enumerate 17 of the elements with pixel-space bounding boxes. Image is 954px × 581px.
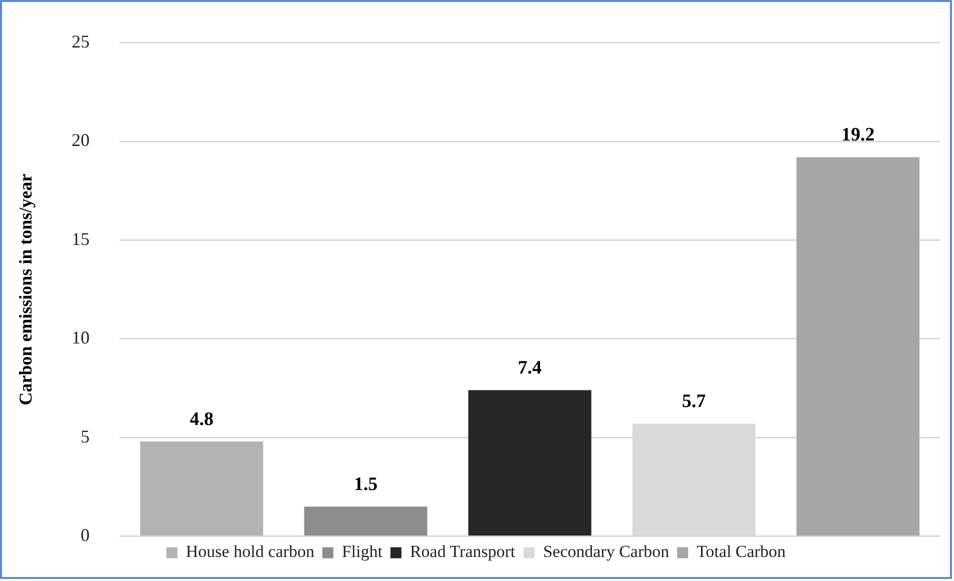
data-label: 1.5	[354, 474, 378, 495]
data-label: 19.2	[841, 124, 875, 146]
legend-label: Total Carbon	[696, 542, 786, 562]
legend-label: House hold carbon	[186, 542, 315, 562]
data-label: 4.8	[190, 408, 214, 430]
data-label: 7.4	[518, 358, 542, 379]
legend-label: Secondary Carbon	[543, 542, 670, 562]
legend-label: Flight	[342, 542, 383, 562]
y-tick-label: 25	[72, 32, 90, 52]
y-tick-label: 0	[80, 524, 90, 545]
y-tick-label: 10	[72, 328, 90, 348]
y-tick-label: 5	[80, 426, 90, 446]
y-axis-title: Carbon emissions in tons/year	[15, 174, 36, 406]
y-tick-label: 20	[72, 130, 90, 150]
data-label: 5.7	[682, 391, 706, 412]
legend-label: Road Transport	[410, 542, 516, 562]
y-tick-label: 15	[72, 228, 90, 249]
